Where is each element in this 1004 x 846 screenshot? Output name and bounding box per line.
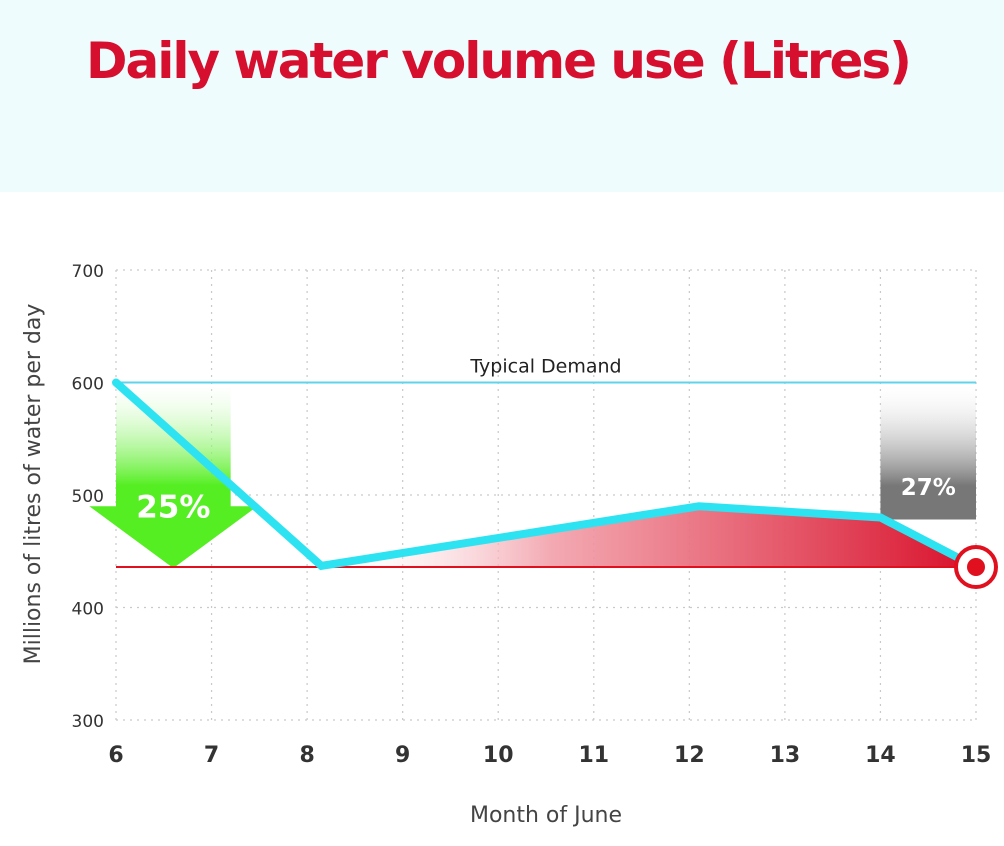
y-axis-label: Millions of litres of water per day [21, 304, 46, 665]
y-tick-label: 400 [72, 600, 104, 620]
chart-title: Daily water volume use (Litres) [86, 32, 912, 90]
annotation-27-band [880, 384, 976, 520]
y-tick-label: 300 [72, 712, 104, 732]
series-line [112, 378, 980, 571]
annotations: 27% 25% [89, 384, 976, 569]
savings-area [321, 506, 976, 567]
y-tick-label: 500 [72, 487, 104, 507]
annotation-25-arrow [89, 384, 258, 569]
series: Typical Demand [112, 356, 998, 589]
x-tick-label: 13 [770, 743, 801, 768]
x-tick-label: 14 [865, 743, 896, 768]
x-axis-label: Month of June [470, 803, 622, 828]
x-tick-label: 7 [204, 743, 219, 768]
x-tick-label: 10 [483, 743, 514, 768]
x-tick-label: 6 [108, 743, 123, 768]
x-tick-label: 8 [299, 743, 314, 768]
x-tick-label: 12 [674, 743, 705, 768]
x-tick-label: 9 [395, 743, 410, 768]
annotation-25-label: 25% [136, 490, 210, 526]
annotation-27-label: 27% [901, 475, 956, 501]
y-tick-label: 700 [72, 262, 104, 282]
x-tick-label: 15 [961, 743, 992, 768]
x-tick-label: 11 [578, 743, 609, 768]
header-band [0, 0, 1004, 192]
typical-demand-label: Typical Demand [469, 356, 621, 378]
target-marker-dot [967, 558, 985, 576]
y-tick-label: 600 [72, 375, 104, 395]
axes: 300 400 500 600 700 6 7 8 9 10 11 12 13 14 15 [72, 262, 992, 768]
